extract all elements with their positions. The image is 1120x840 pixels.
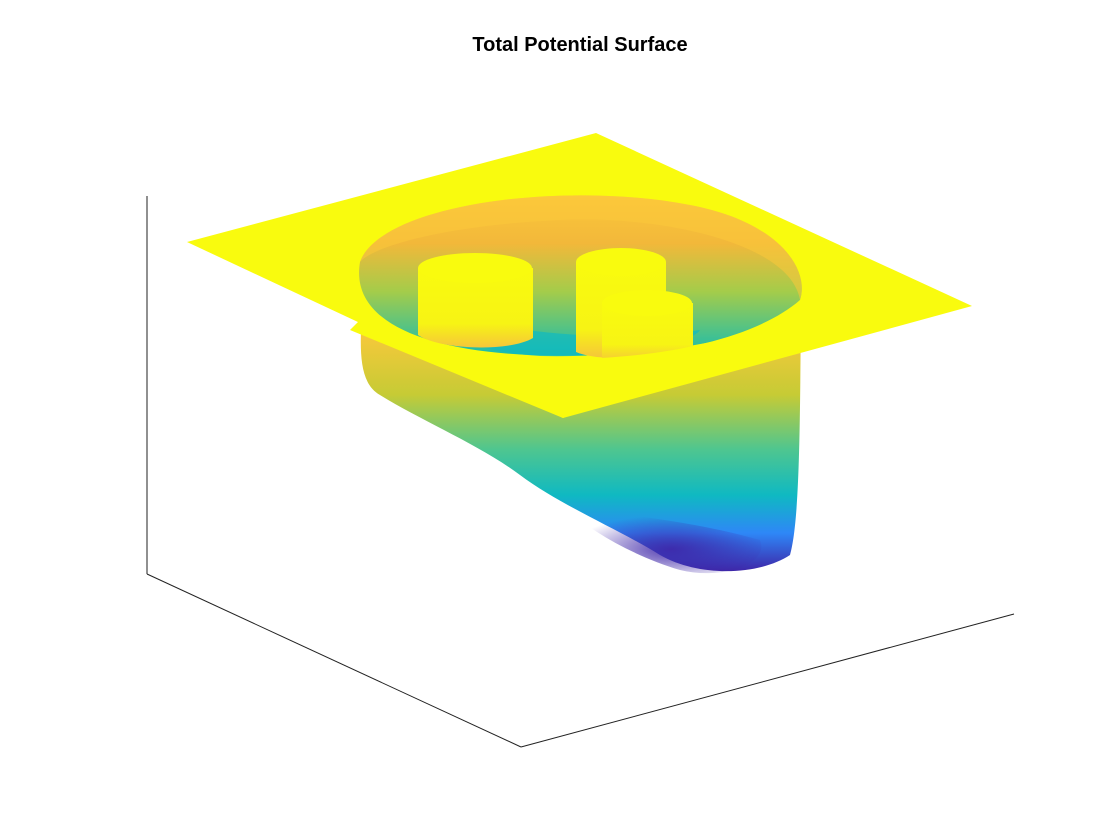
chart-title: Total Potential Surface (472, 34, 688, 56)
y-axis-line (520, 613, 1015, 748)
front-right-cylinder-barrier (602, 290, 693, 363)
well-deep-region (560, 505, 762, 574)
x-axis-line (146, 573, 522, 748)
axes-box (146, 196, 1015, 748)
well-opening-rim-shade (360, 195, 802, 300)
plateau-front-lip (350, 300, 812, 418)
left-cylinder-barrier (418, 253, 533, 348)
